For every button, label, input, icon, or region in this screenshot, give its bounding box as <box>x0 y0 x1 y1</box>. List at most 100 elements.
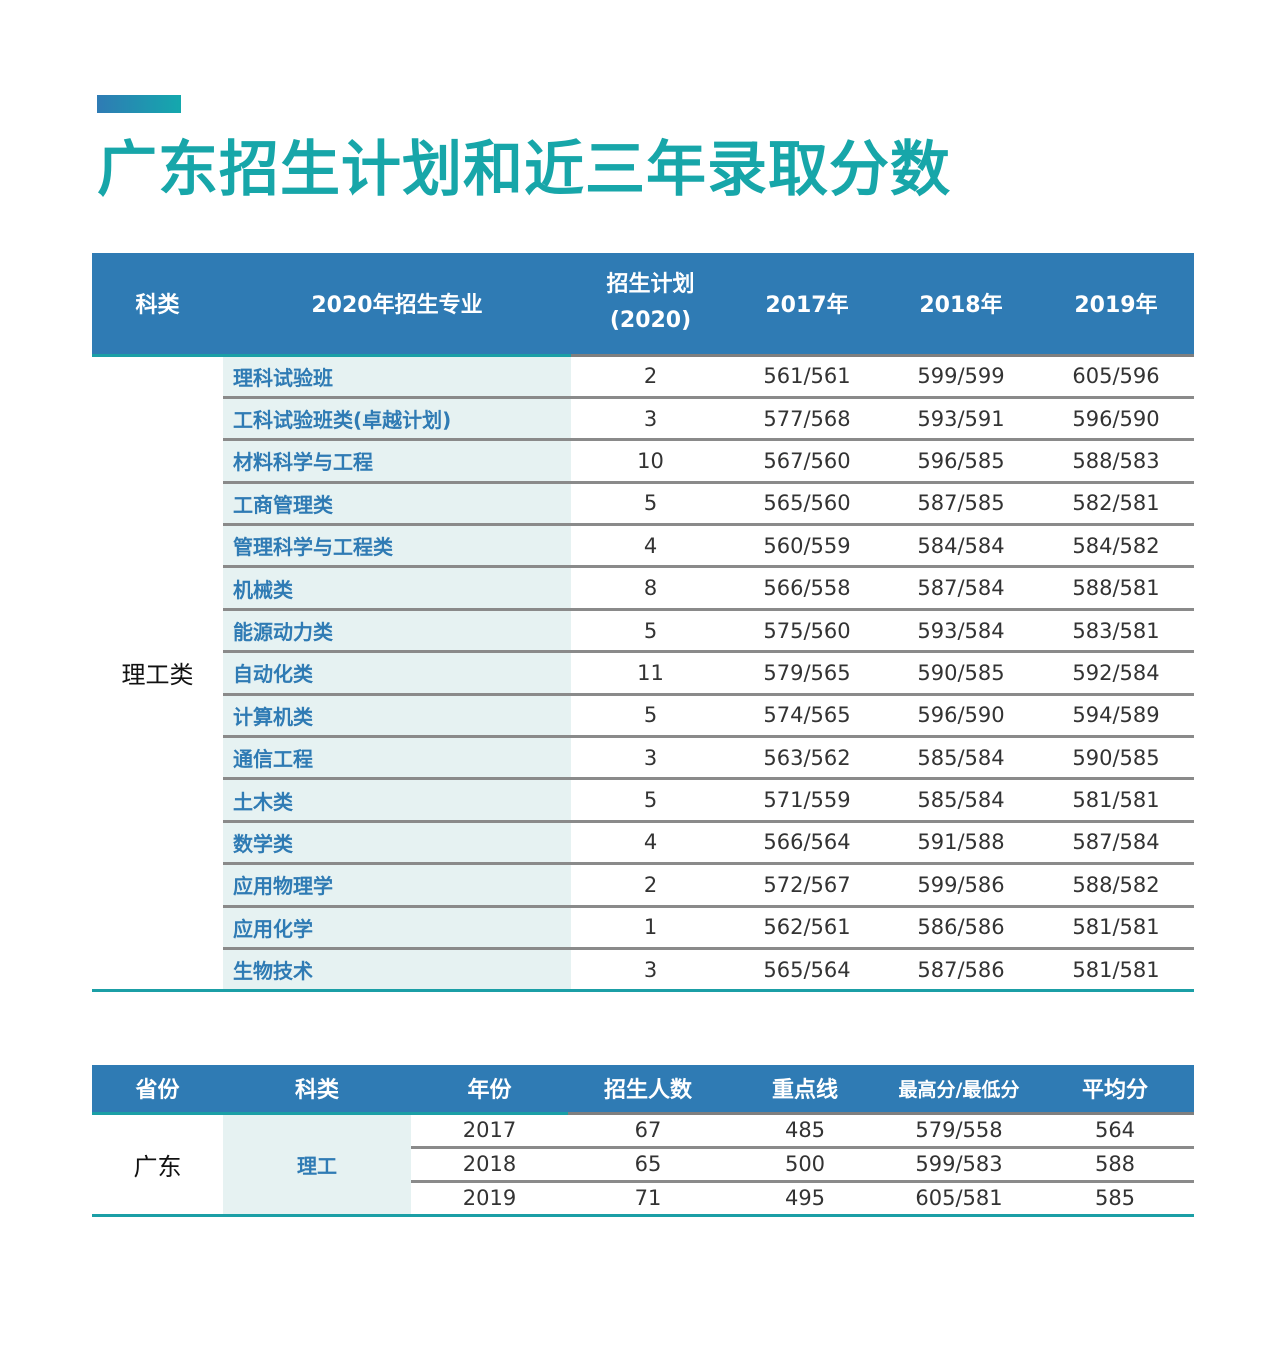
score-2017-cell: 566/564 <box>730 819 884 864</box>
major-cell: 生物技术 <box>223 946 571 993</box>
year-cell: 2019 <box>411 1179 568 1217</box>
title-accent-bar <box>97 95 181 113</box>
score-2017-cell: 566/558 <box>730 565 884 610</box>
major-cell: 土木类 <box>223 777 571 822</box>
enrolled-cell: 71 <box>568 1179 728 1217</box>
page-title: 广东招生计划和近三年录取分数 <box>97 135 951 205</box>
score-2017-cell: 577/568 <box>730 395 884 440</box>
score-2017-cell: 565/560 <box>730 480 884 525</box>
table-row: 生物技术 3 565/564 587/586 581/581 <box>92 946 1194 993</box>
major-cell: 材料科学与工程 <box>223 438 571 483</box>
score-2017-cell: 575/560 <box>730 607 884 652</box>
score-2019-cell: 588/581 <box>1038 565 1194 610</box>
major-cell: 通信工程 <box>223 735 571 779</box>
year-cell: 2018 <box>411 1145 568 1181</box>
score-2019-cell: 588/582 <box>1038 862 1194 907</box>
plan-cell: 8 <box>571 565 730 610</box>
col-header-max-min: 最高分/最低分 <box>882 1065 1036 1115</box>
key-line-cell: 485 <box>784 1118 826 1142</box>
plan-cell: 3 <box>571 395 730 440</box>
plan-cell: 4 <box>571 819 730 864</box>
major-cell: 工商管理类 <box>223 480 571 525</box>
score-2018-cell: 587/584 <box>884 565 1038 610</box>
score-2018-cell: 596/585 <box>884 438 1038 483</box>
score-2017-cell: 574/565 <box>730 692 884 737</box>
col-header-average: 平均分 <box>1036 1065 1194 1115</box>
table-row: 计算机类 5 574/565 596/590 594/589 <box>92 692 1194 737</box>
col-header-2018: 2018年 <box>884 253 1038 357</box>
subject-cell: 理工 <box>223 1113 411 1217</box>
plan-cell: 5 <box>571 692 730 737</box>
plan-cell: 3 <box>571 735 730 779</box>
enrolled-cell: 67 <box>634 1118 662 1142</box>
score-2018-cell: 599/586 <box>884 862 1038 907</box>
score-2019-cell: 588/583 <box>1038 438 1194 483</box>
major-cell: 机械类 <box>223 565 571 610</box>
table-header-row: 科类 2020年招生专业 招生计划 (2020) 2017年 2018年 201… <box>92 253 1194 357</box>
col-header-enrolled: 招生人数 <box>568 1065 728 1115</box>
average-cell: 588 <box>1036 1145 1194 1181</box>
major-cell: 计算机类 <box>223 692 571 737</box>
col-header-2017: 2017年 <box>730 253 884 357</box>
score-2018-cell: 584/584 <box>884 523 1038 567</box>
max-min-cell: 599/583 <box>882 1145 1036 1181</box>
score-2018-cell: 593/591 <box>884 395 1038 440</box>
plan-cell: 10 <box>571 438 730 483</box>
col-header-plan-line1: 招生计划 <box>606 272 695 298</box>
score-2019-cell: 582/581 <box>1038 480 1194 525</box>
table-row: 理工类 理科试验班 2 561/561 599/599 605/596 <box>92 355 1194 993</box>
major-cell: 数学类 <box>223 819 571 864</box>
score-2019-cell: 594/589 <box>1038 692 1194 737</box>
category-cell: 理工类 <box>92 355 223 993</box>
admission-history-table: 省份 科类 年份 招生人数 重点线 最高分/最低分 平均分 广东 理工 2017… <box>92 1065 1194 1217</box>
score-2017-cell: 572/567 <box>730 862 884 907</box>
score-2019-cell: 581/581 <box>1038 946 1194 993</box>
score-2019-cell: 581/581 <box>1038 777 1194 822</box>
enrolled-cell: 65 <box>568 1145 728 1181</box>
major-cell: 自动化类 <box>223 650 571 695</box>
key-line-cell: 495 <box>728 1179 882 1217</box>
score-2019-cell: 587/584 <box>1038 819 1194 864</box>
col-header-province: 省份 <box>92 1065 223 1115</box>
score-2017-cell: 560/559 <box>730 523 884 567</box>
score-2019-cell: 583/581 <box>1038 607 1194 652</box>
table-row: 能源动力类 5 575/560 593/584 583/581 <box>92 607 1194 652</box>
table-row: 通信工程 3 563/562 585/584 590/585 <box>92 735 1194 779</box>
table-row: 机械类 8 566/558 587/584 588/581 <box>92 565 1194 610</box>
col-header-subject: 科类 <box>223 1065 411 1115</box>
score-2019-cell: 584/582 <box>1038 523 1194 567</box>
score-2018-cell: 587/585 <box>884 480 1038 525</box>
col-header-plan: 招生计划 (2020) <box>571 253 730 357</box>
key-line-cell: 500 <box>728 1145 882 1181</box>
score-2018-cell: 591/588 <box>884 819 1038 864</box>
score-2018-cell: 587/586 <box>884 946 1038 993</box>
plan-cell: 3 <box>571 946 730 993</box>
score-2017-cell: 579/565 <box>730 650 884 695</box>
score-2017-cell: 565/564 <box>730 946 884 993</box>
col-header-year: 年份 <box>411 1065 568 1115</box>
score-2018-cell: 596/590 <box>884 692 1038 737</box>
major-cell: 应用化学 <box>223 904 571 949</box>
table-row: 2018 65 500 599/583 588 <box>92 1145 1194 1181</box>
major-cell: 理科试验班 <box>223 355 571 398</box>
province-cell: 广东 <box>92 1113 223 1217</box>
plan-cell: 5 <box>571 607 730 652</box>
table-row: 广东 理工 2017 67 485 579/558 564 <box>92 1113 1194 1217</box>
score-2017-cell: 563/562 <box>730 735 884 779</box>
score-2018-cell: 585/584 <box>884 735 1038 779</box>
score-2017-cell: 561/561 <box>763 364 851 389</box>
average-cell: 585 <box>1036 1179 1194 1217</box>
plan-cell: 5 <box>571 480 730 525</box>
col-header-2019: 2019年 <box>1038 253 1194 357</box>
plan-cell: 4 <box>571 523 730 567</box>
table-row: 管理科学与工程类 4 560/559 584/584 584/582 <box>92 523 1194 567</box>
col-header-plan-line2: (2020) <box>609 308 692 334</box>
score-2019-cell: 592/584 <box>1038 650 1194 695</box>
plan-cell: 11 <box>571 650 730 695</box>
table-row: 土木类 5 571/559 585/584 581/581 <box>92 777 1194 822</box>
enrollment-plan-table: 科类 2020年招生专业 招生计划 (2020) 2017年 2018年 201… <box>92 253 1194 993</box>
col-header-key-line: 重点线 <box>728 1065 882 1115</box>
table-row: 2019 71 495 605/581 585 <box>92 1179 1194 1217</box>
max-min-cell: 605/581 <box>882 1179 1036 1217</box>
score-2018-cell: 593/584 <box>884 607 1038 652</box>
